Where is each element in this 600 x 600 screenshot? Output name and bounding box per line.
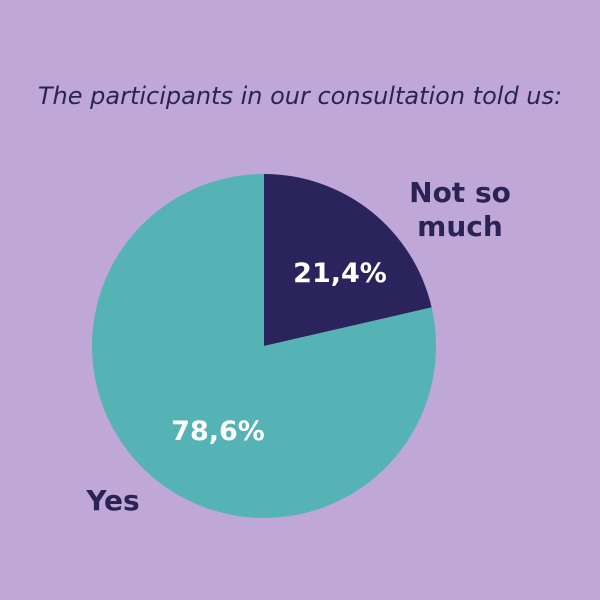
pie-category-label: Yes [85, 484, 139, 517]
pie-category-label: Not so much [409, 176, 511, 243]
pie-slices [92, 174, 436, 518]
pie-value-label: 21,4% [293, 258, 387, 289]
pie-value-label: 78,6% [171, 416, 265, 447]
